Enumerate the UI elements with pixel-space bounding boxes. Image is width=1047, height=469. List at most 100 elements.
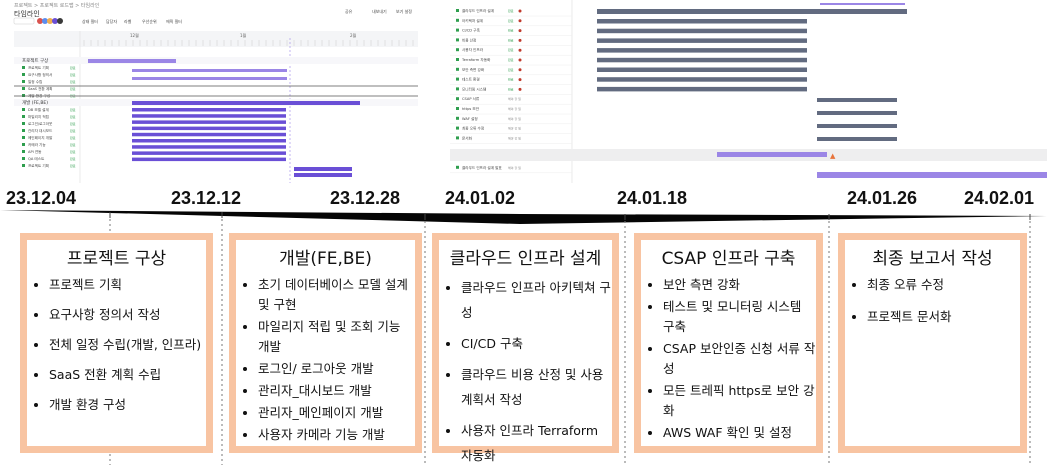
checkbox-icon[interactable] [22,122,25,125]
task-row-label[interactable]: CI/CD 구축 [462,28,481,33]
gantt-bar[interactable] [132,126,286,131]
task-row-label[interactable]: 모니터링 시스템 [462,86,486,91]
task-row-label[interactable]: 개발 환경 구성 [28,93,50,98]
toolbar-filter-label[interactable]: 라벨 [124,18,132,24]
task-row-label[interactable]: 사용자 인프라 [462,47,484,52]
gantt-bar[interactable] [597,38,807,43]
task-row-label[interactable]: 메인페이지 개발 [28,135,53,140]
task-row-label[interactable]: 마일리지 적립 [28,114,49,119]
toolbar-filter-priority[interactable]: 우선순위 [142,18,157,24]
gantt-bar[interactable] [294,167,352,171]
avatar[interactable] [518,9,522,13]
epic-label-planning[interactable]: 프로젝트 구상 [22,57,48,64]
avatar[interactable] [518,78,522,82]
toolbar-filter-status[interactable]: 상태 필터 [82,18,98,24]
checkbox-icon[interactable] [22,164,25,167]
task-row-label[interactable]: 비용 산정 [462,37,476,42]
gantt-bar[interactable] [817,111,897,115]
task-row-label[interactable]: 로그인/로그아웃 [28,121,53,126]
gantt-bar[interactable] [820,3,905,5]
gantt-bar[interactable] [132,151,286,155]
gantt-bar[interactable] [132,145,286,149]
task-row-label[interactable]: 테스트 환경 [462,77,480,82]
gantt-bar[interactable] [132,132,286,137]
task-row-label[interactable]: 일정 수립 [28,79,42,84]
checkbox-icon[interactable] [456,58,459,61]
task-row-label[interactable]: 관리자 대시보드 [28,128,53,133]
epic-label-dev[interactable]: 개발 (FE,BE) [22,99,48,106]
gantt-bar[interactable] [294,173,352,177]
gantt-bar[interactable] [597,67,807,73]
gantt-bar[interactable] [132,120,286,124]
gantt-bar[interactable] [597,28,807,34]
gantt-bar[interactable] [597,19,807,24]
gantt-bar[interactable] [817,124,897,128]
checkbox-icon[interactable] [456,126,459,130]
gantt-bar-epic[interactable] [88,59,176,63]
checkbox-icon[interactable] [456,97,459,101]
checkbox-icon[interactable] [456,28,459,32]
task-row-label[interactable]: https 보안 [462,106,480,111]
checkbox-icon[interactable] [22,73,25,76]
toolbar-filter-assignee[interactable]: 담당자 [106,18,117,24]
task-row-label[interactable]: SaaS 전환 계획 [28,86,52,91]
checkbox-icon[interactable] [456,116,459,120]
checkbox-icon[interactable] [456,67,459,71]
avatar[interactable] [518,48,522,52]
checkbox-icon[interactable] [22,66,25,69]
gantt-bar[interactable] [597,86,807,92]
checkbox-icon[interactable] [456,107,459,110]
checkbox-icon[interactable] [22,94,25,97]
toolbar-filter-epic[interactable]: 에픽 필터 [166,18,182,24]
avatar[interactable] [47,18,53,24]
gantt-bar[interactable] [597,9,907,14]
checkbox-icon[interactable] [22,129,25,132]
checkbox-icon[interactable] [22,157,25,160]
avatar[interactable] [57,18,63,24]
share-button[interactable]: 공유 [345,9,353,14]
view-settings-button[interactable]: 보기 설정 [396,8,412,14]
gantt-bar[interactable] [132,157,286,162]
avatar[interactable] [518,58,522,62]
task-row-label[interactable]: DB 모델 설계 [28,107,49,112]
gantt-bar[interactable] [817,137,897,141]
task-row-label[interactable]: API 연동 [28,149,42,154]
task-row-label[interactable]: 프로젝트 기획 [28,65,49,70]
checkbox-icon[interactable] [456,165,459,169]
task-row-label[interactable]: 최종 오류 수정 [462,126,484,131]
task-row-label[interactable]: 카메라 기능 [28,142,46,147]
export-button[interactable]: 내보내기 [372,8,387,14]
checkbox-icon[interactable] [456,77,459,81]
avatar[interactable] [518,87,522,91]
gantt-bar-epic[interactable] [717,152,827,157]
task-row-label[interactable]: Terraform 자동화 [461,57,491,62]
gantt-bar[interactable] [132,114,286,118]
gantt-bar[interactable] [597,77,807,82]
checkbox-icon[interactable] [456,18,459,22]
task-row-label[interactable]: 보안 측면 강화 [462,67,485,72]
search-input[interactable] [13,17,35,25]
gantt-bar[interactable] [132,108,286,112]
gantt-bar[interactable] [132,77,287,80]
gantt-bar[interactable] [132,69,287,72]
task-row-label[interactable]: 프로젝트 기획 [28,163,49,168]
task-row-label[interactable]: CSAP 서류 [462,96,480,101]
checkbox-icon[interactable] [22,87,25,90]
gantt-bar-epic[interactable] [132,101,360,105]
checkbox-icon[interactable] [22,136,25,139]
checkbox-icon[interactable] [22,143,25,146]
checkbox-icon[interactable] [456,136,459,140]
avatar[interactable] [42,18,48,24]
checkbox-icon[interactable] [456,38,459,42]
task-row-label[interactable]: 클라우드 인프라 설계 [462,8,494,13]
avatar[interactable] [518,19,522,23]
task-row-label[interactable]: 아키텍처 설계 [462,18,483,23]
avatar[interactable] [52,18,58,24]
gantt-bar[interactable] [132,139,286,143]
gantt-bar[interactable] [597,48,807,53]
avatar[interactable] [518,68,522,72]
checkbox-icon[interactable] [456,48,459,52]
task-row-label[interactable]: 요구사항 정의서 [28,72,52,77]
task-row-label[interactable]: QA 테스트 [28,156,45,161]
task-row-label[interactable]: 클라우드 인프라 설계 발표 [462,165,502,170]
